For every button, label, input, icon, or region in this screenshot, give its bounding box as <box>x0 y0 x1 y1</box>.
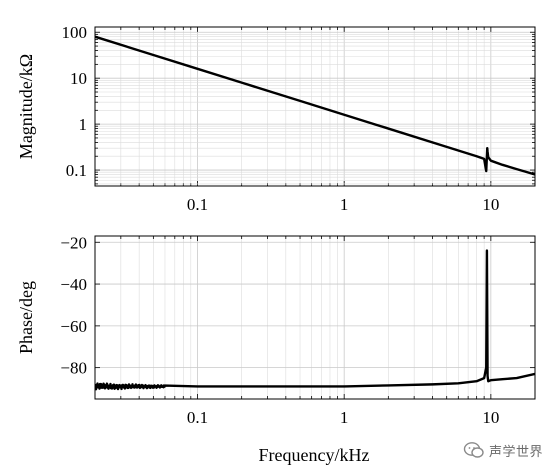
x-axis-label: Frequency/kHz <box>259 445 370 465</box>
x-tick-label: 10 <box>482 195 499 214</box>
y-tick-label: 10 <box>70 69 87 88</box>
x-tick-label: 0.1 <box>187 195 208 214</box>
watermark-text: 声学世界 <box>489 444 544 460</box>
y-tick-label: 0.1 <box>66 161 87 180</box>
magnitude-panel: 0.1 1 10 0.1 1 10 100 Magnitude/kΩ <box>16 23 536 214</box>
y-tick-label: −20 <box>60 233 87 252</box>
x-tick-label: 10 <box>482 408 499 427</box>
magnitude-curve <box>95 35 535 176</box>
wechat-logo-icon <box>463 442 484 458</box>
y-tick-label: −40 <box>60 275 87 294</box>
y-axis-label: Phase/deg <box>16 281 36 354</box>
phase-plot-frame <box>94 235 536 400</box>
y-tick-label: 1 <box>79 115 88 134</box>
y-axis-label: Magnitude/kΩ <box>16 54 36 159</box>
phase-panel: 0.1 1 10 −80 −60 −40 −20 Phase/deg <box>16 233 536 427</box>
x-tick-label: 1 <box>340 195 349 214</box>
x-tick-label: 1 <box>340 408 349 427</box>
magnitude-plot-frame <box>94 26 536 187</box>
watermark: 声学世界 <box>463 437 551 463</box>
x-tick-label: 0.1 <box>187 408 208 427</box>
y-tick-label: −80 <box>60 359 87 378</box>
y-tick-label: 100 <box>62 23 88 42</box>
phase-curve <box>95 249 535 391</box>
y-tick-label: −60 <box>60 317 87 336</box>
